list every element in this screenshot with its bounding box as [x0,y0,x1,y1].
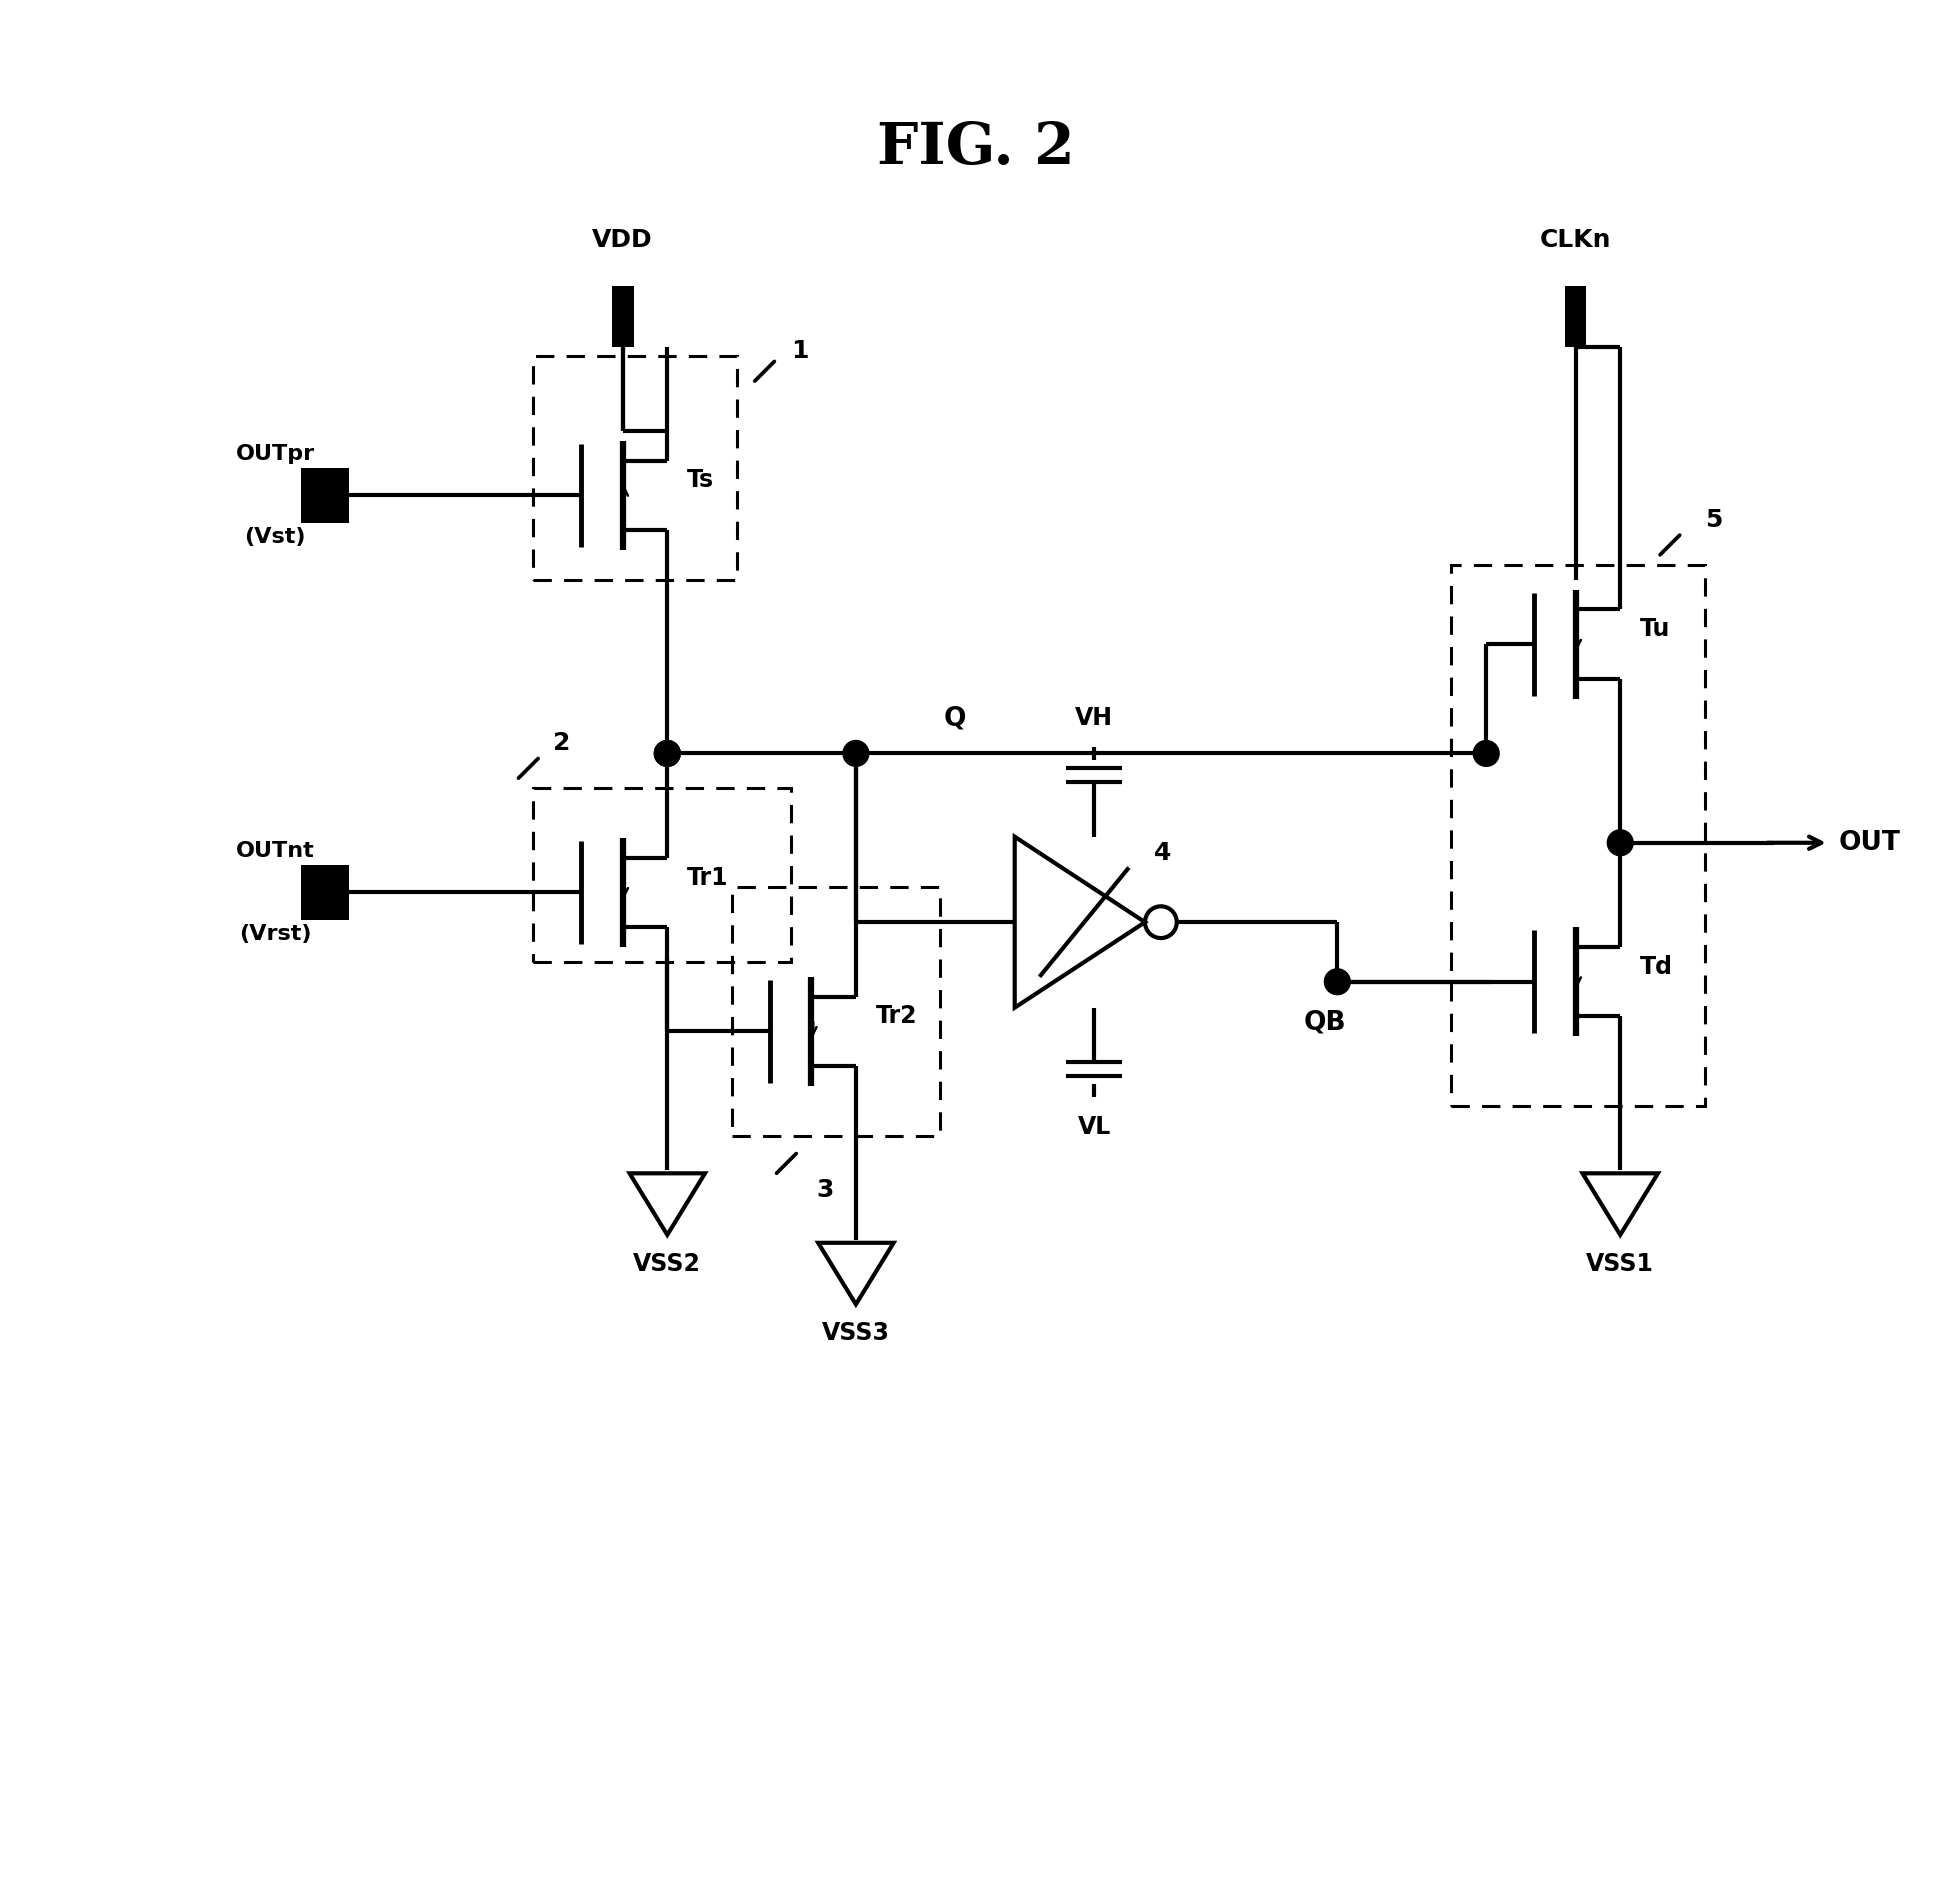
Bar [533,789,791,961]
Bar [301,467,350,522]
Text: OUTpr: OUTpr [236,443,314,464]
Text: QB: QB [1305,1010,1348,1035]
Bar [533,356,736,579]
Text: (Vst): (Vst) [244,528,307,547]
Text: CLKn: CLKn [1539,229,1611,252]
Text: Td: Td [1641,955,1674,978]
Text: VSS2: VSS2 [633,1253,701,1275]
Circle shape [654,740,680,766]
Text: OUTnt: OUTnt [236,840,314,861]
Bar [301,865,350,920]
Text: VSS1: VSS1 [1586,1253,1654,1275]
Text: FIG. 2: FIG. 2 [877,119,1074,176]
Bar [732,887,939,1135]
Text: Q: Q [943,706,967,732]
Text: 3: 3 [816,1179,834,1201]
Text: Tr1: Tr1 [687,865,728,889]
Text: 2: 2 [553,732,570,755]
Text: VL: VL [1078,1114,1111,1139]
Bar [1564,286,1586,348]
Text: (Vrst): (Vrst) [238,923,311,944]
Bar [1451,566,1705,1105]
Circle shape [1324,969,1350,995]
Circle shape [1607,831,1633,855]
Text: Tu: Tu [1641,617,1670,641]
Text: 4: 4 [1154,840,1172,865]
Bar [611,286,633,348]
Text: VH: VH [1076,706,1113,730]
Circle shape [1473,740,1500,766]
Circle shape [844,740,869,766]
Text: VSS3: VSS3 [822,1321,891,1345]
Text: 5: 5 [1705,509,1723,532]
Text: Tr2: Tr2 [875,1005,918,1029]
Text: Ts: Ts [687,469,715,492]
Text: OUT: OUT [1838,831,1900,855]
Text: 1: 1 [791,339,809,363]
Text: VDD: VDD [592,229,652,252]
Circle shape [654,740,680,766]
